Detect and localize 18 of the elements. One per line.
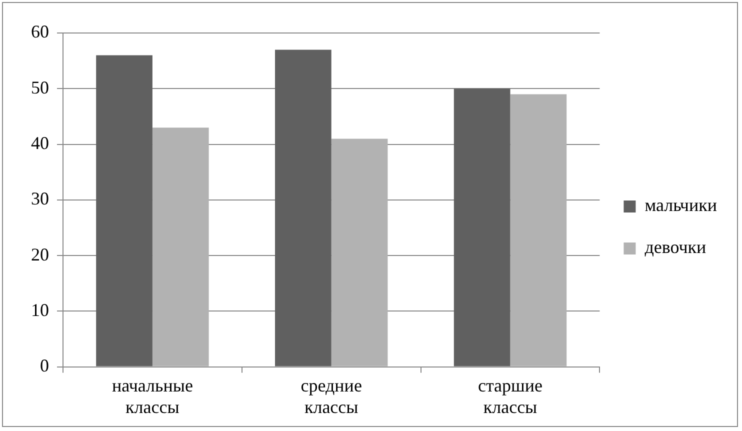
- y-tick-label: 0: [40, 356, 49, 376]
- bar: [274, 50, 332, 366]
- y-tick-label: 60: [31, 22, 49, 42]
- legend-label: мальчики: [644, 195, 718, 216]
- y-tick-label: 40: [31, 133, 49, 153]
- bar: [454, 88, 510, 366]
- x-tick-label: начальные классы: [112, 375, 193, 417]
- legend-label: девочки: [644, 237, 707, 258]
- y-tick-label: 50: [31, 77, 49, 98]
- y-tick-label: 10: [31, 300, 49, 320]
- x-tick-label: средние классы: [300, 375, 362, 417]
- bar: [510, 94, 567, 366]
- bar: [152, 128, 209, 366]
- bar: [96, 55, 152, 366]
- x-tick-label: старшие классы: [478, 375, 543, 417]
- bar: [331, 138, 388, 366]
- y-tick-label: 30: [31, 188, 49, 209]
- y-tick-label: 20: [31, 244, 49, 264]
